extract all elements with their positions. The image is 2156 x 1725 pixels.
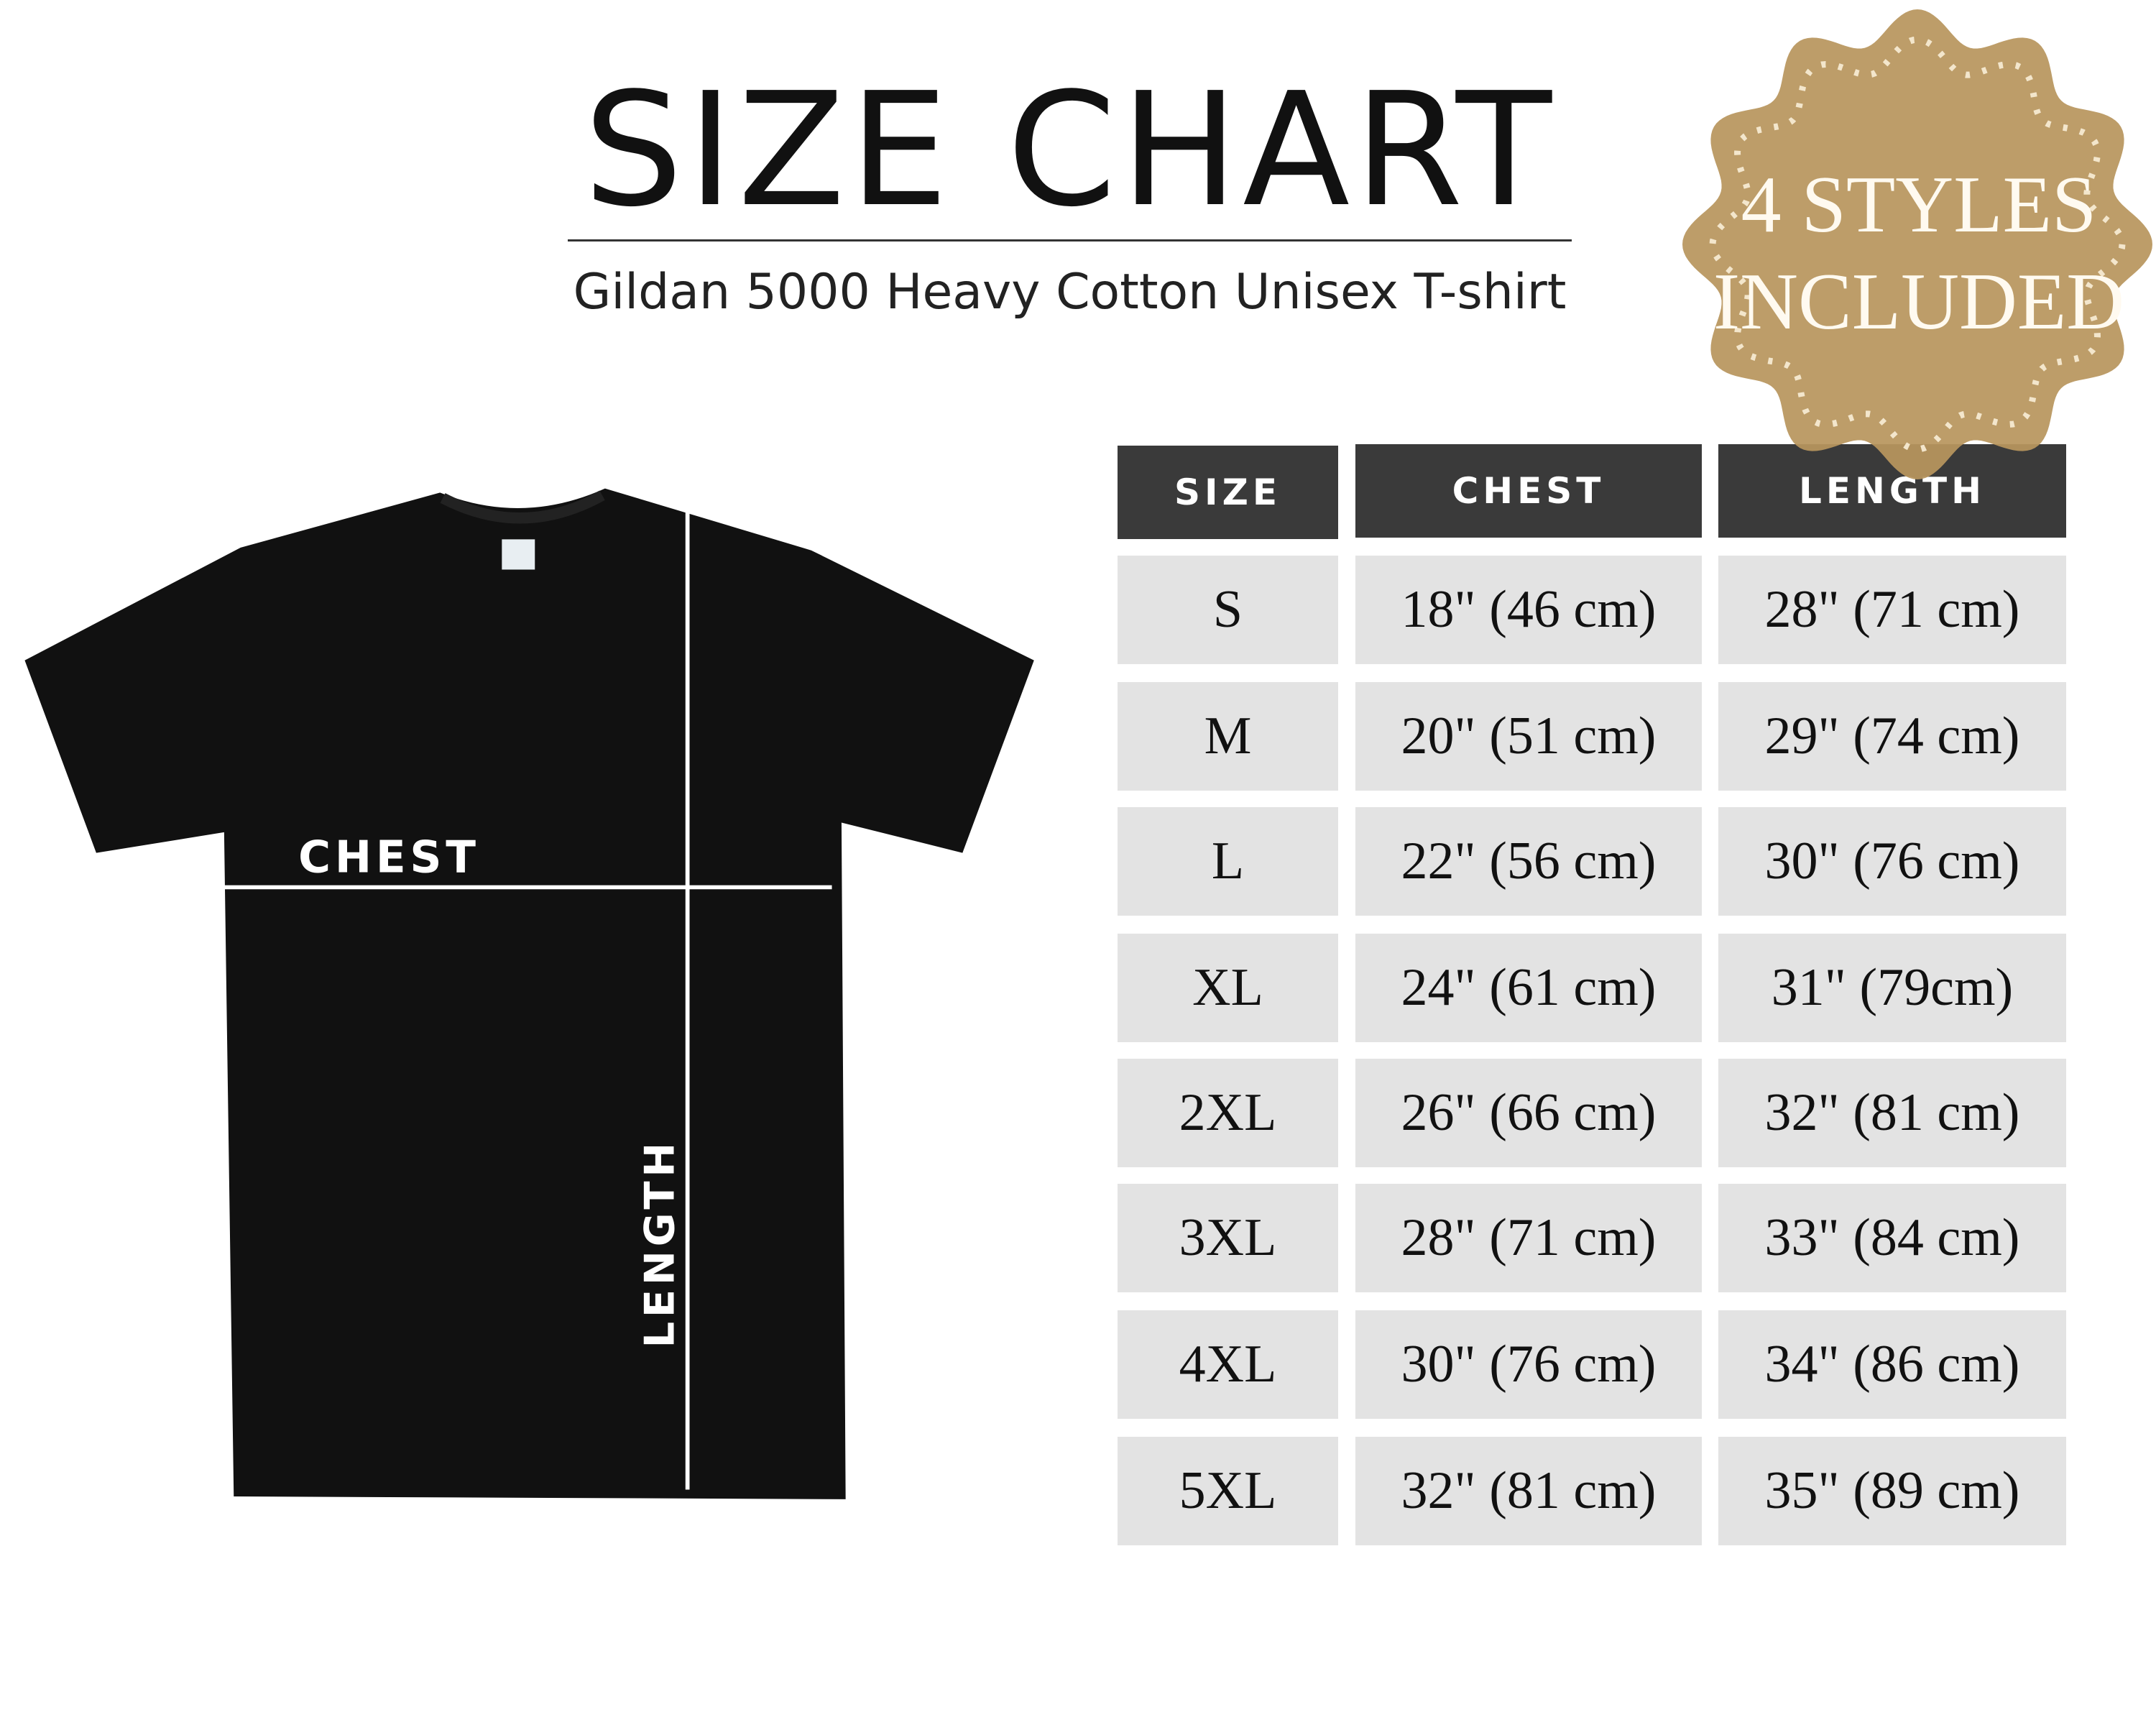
cell-chest: 20" (51 cm) <box>1355 682 1702 791</box>
title-divider <box>568 239 1572 242</box>
cell-chest: 18" (46 cm) <box>1355 556 1702 664</box>
cell-length: 33" (84 cm) <box>1718 1184 2066 1292</box>
cell-length: 30" (76 cm) <box>1718 807 2066 916</box>
chest-label: CHEST <box>298 832 480 883</box>
header-size: SIZE <box>1118 446 1338 539</box>
cell-chest: 28" (71 cm) <box>1355 1184 1702 1292</box>
cell-length: 31" (79cm) <box>1718 934 2066 1042</box>
cell-length: 29" (74 cm) <box>1718 682 2066 791</box>
cell-chest: 30" (76 cm) <box>1355 1310 1702 1419</box>
cell-size: S <box>1118 556 1338 664</box>
tshirt-shape <box>24 488 1034 1499</box>
cell-length: 35" (89 cm) <box>1718 1437 2066 1545</box>
header-length: LENGTH <box>1718 444 2066 538</box>
badge-line-2: INCLUDED <box>1713 257 2125 346</box>
cell-chest: 26" (66 cm) <box>1355 1059 1702 1167</box>
length-label: LENGTH <box>636 1138 684 1348</box>
tshirt-collar <box>440 490 605 524</box>
cell-length: 28" (71 cm) <box>1718 556 2066 664</box>
badge-line-1: 4 STYLES <box>1741 160 2097 249</box>
cell-size: 5XL <box>1118 1437 1338 1545</box>
cell-size: L <box>1118 807 1338 916</box>
cell-chest: 22" (56 cm) <box>1355 807 1702 916</box>
cell-length: 34" (86 cm) <box>1718 1310 2066 1419</box>
tshirt-tag <box>502 539 535 570</box>
page-subtitle: Gildan 5000 Heavy Cotton Unisex T-shirt <box>573 264 1567 321</box>
cell-size: 2XL <box>1118 1059 1338 1167</box>
cell-chest: 24" (61 cm) <box>1355 934 1702 1042</box>
cell-chest: 32" (81 cm) <box>1355 1437 1702 1545</box>
header-chest: CHEST <box>1355 444 1702 538</box>
cell-size: M <box>1118 682 1338 791</box>
cell-size: XL <box>1118 934 1338 1042</box>
page-title: SIZE CHART <box>583 60 1557 242</box>
cell-size: 3XL <box>1118 1184 1338 1292</box>
cell-length: 32" (81 cm) <box>1718 1059 2066 1167</box>
cell-size: 4XL <box>1118 1310 1338 1419</box>
